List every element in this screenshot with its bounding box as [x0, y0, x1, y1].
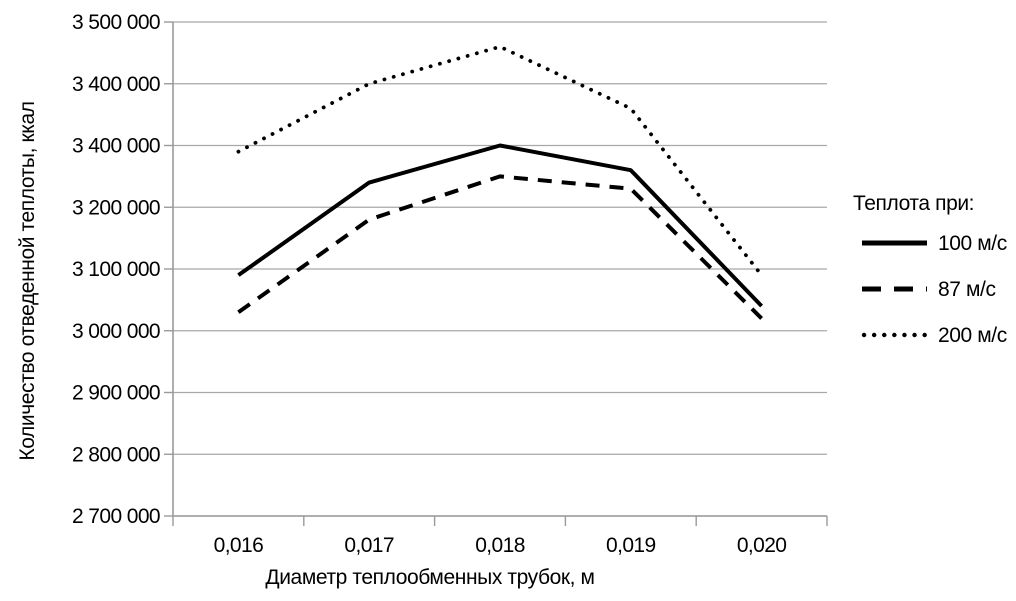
- legend-title: Теплота при:: [853, 192, 974, 215]
- x-tick-label: 0,017: [344, 534, 394, 557]
- series-line-87-м-с: [237, 174, 764, 320]
- y-tick-label: 2 700 000: [72, 505, 160, 528]
- legend: Теплота при: 100 м/с 87 м/с 200 м/с: [853, 192, 1007, 347]
- legend-label-87ms: 87 м/с: [938, 278, 996, 301]
- legend-label-100ms: 100 м/с: [938, 232, 1007, 255]
- y-tick-label: 3 500 000: [72, 11, 160, 34]
- y-tick-label: 2 800 000: [72, 443, 160, 466]
- y-tick-label: 2 900 000: [72, 382, 160, 405]
- y-axis-title: Количество отведенной теплоты, ккал: [16, 101, 39, 460]
- y-axis-tick-labels: 3 500 000 3 400 000 3 400 000 3 200 000 3 10…: [72, 11, 161, 528]
- x-tick-label: 0,020: [737, 534, 787, 557]
- series-line-100-м-с: [237, 143, 764, 308]
- x-tick-label: 0,018: [475, 534, 525, 557]
- series-line-200-м-с: [236, 44, 764, 278]
- data-series-lines: [236, 44, 764, 320]
- y-tick-label: 3 200 000: [72, 196, 160, 219]
- y-tick-label: 3 400 000: [72, 73, 160, 96]
- x-tick-label: 0,019: [606, 534, 656, 557]
- axes: [164, 21, 828, 526]
- y-tick-label: 3 400 000: [72, 135, 160, 158]
- x-axis-tick-labels: 0,016 0,017 0,018 0,019 0,020: [214, 534, 787, 557]
- y-tick-label: 3 000 000: [72, 320, 160, 343]
- y-tick-label: 3 100 000: [72, 258, 160, 281]
- gridlines: [173, 21, 827, 517]
- legend-label-200ms: 200 м/с: [938, 324, 1007, 347]
- x-axis-title: Диаметр теплообменных трубок, м: [265, 566, 594, 589]
- x-tick-label: 0,016: [214, 534, 264, 557]
